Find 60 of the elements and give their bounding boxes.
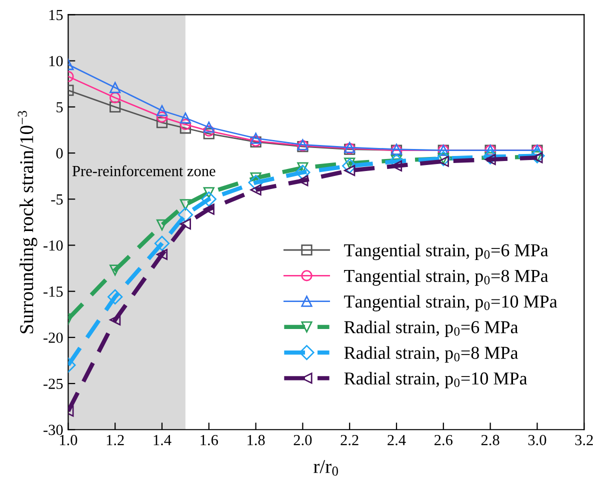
x-tick-label: 2.6	[434, 434, 452, 446]
point	[154, 236, 170, 251]
point	[178, 207, 194, 222]
point	[482, 149, 498, 164]
point	[110, 82, 121, 94]
point	[203, 187, 214, 198]
x-tick-label: 2.0	[294, 434, 312, 446]
legend-label: Radial strain, p$_{0}$=8 MPa	[344, 346, 518, 363]
x-axis-title: r/r$_{0}$	[314, 460, 338, 476]
y-tick-label: -30	[44, 424, 63, 436]
y-tick-label: 10	[49, 56, 63, 66]
y-tick-label: 15	[49, 10, 63, 20]
point	[203, 122, 214, 133]
legend-label: Radial strain, p$_{0}$=10 MPa	[344, 372, 528, 388]
point	[530, 148, 545, 164]
y-tick-label: 5	[56, 102, 63, 112]
legend-label: Tangential strain, p$_{0}$=6 MPa	[344, 244, 548, 260]
y-tick-label: -10	[44, 240, 63, 251]
y-tick-label: -20	[44, 332, 63, 343]
y-tick-label: -25	[44, 378, 63, 389]
band-label: Pre-reinforcement zone	[72, 165, 216, 176]
y-axis-title: Surrounding rock strain/10$^{−3}$	[18, 110, 38, 334]
point	[180, 118, 192, 130]
x-tick-label: 1.6	[200, 434, 218, 446]
point	[295, 164, 310, 180]
point	[110, 314, 121, 326]
y-tick-label: 0	[56, 148, 63, 158]
point	[110, 101, 121, 112]
point	[248, 174, 264, 190]
point	[203, 128, 214, 140]
point	[250, 132, 262, 144]
x-tick-label: 3.2	[575, 434, 593, 446]
legend-label: Tangential strain, p$_{0}$=10 MPa	[344, 294, 558, 312]
point	[297, 175, 308, 186]
y-tick-label: -15	[44, 286, 63, 297]
x-tick-label: 2.2	[340, 434, 358, 446]
x-tick-label: 3.0	[528, 434, 546, 446]
point	[108, 289, 123, 304]
x-tick-label: 1.0	[60, 434, 78, 446]
point	[201, 192, 216, 207]
point	[156, 117, 168, 128]
point	[342, 158, 358, 174]
point	[156, 112, 168, 123]
x-tick-label: 1.8	[248, 434, 265, 446]
x-tick-label: 1.2	[106, 434, 124, 446]
point	[180, 199, 192, 210]
point	[250, 184, 262, 196]
point	[180, 218, 192, 230]
legend-label: Radial strain, p$_{0}$=6 MPa	[344, 320, 518, 337]
point	[156, 248, 168, 260]
y-tick-label: -5	[51, 194, 63, 205]
point	[180, 112, 192, 124]
x-tick-label: 1.4	[154, 435, 172, 446]
point	[110, 92, 121, 104]
legend-label: Tangential strain, p$_{0}$=8 MPa	[344, 269, 548, 286]
point	[203, 204, 214, 215]
point	[203, 125, 214, 136]
point	[156, 105, 168, 116]
x-tick-label: 2.4	[388, 434, 406, 446]
x-tick-label: 2.8	[481, 434, 500, 446]
